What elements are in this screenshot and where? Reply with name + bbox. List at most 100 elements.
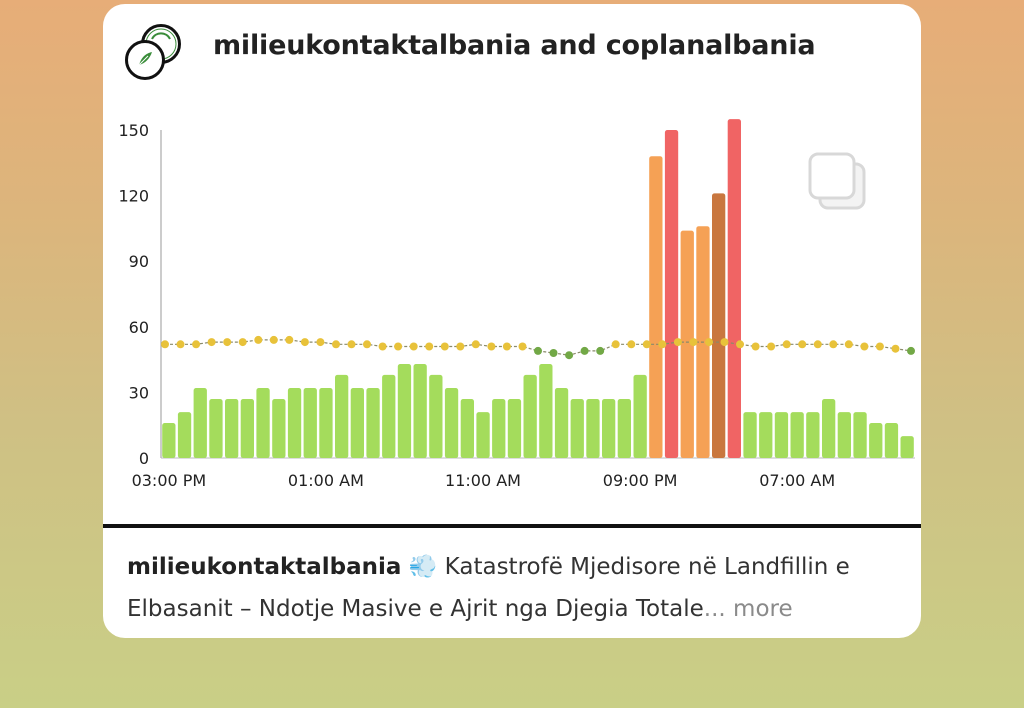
bar-46[interactable] [884, 423, 899, 458]
trend-point-19[interactable] [456, 342, 465, 351]
trend-point-16[interactable] [409, 342, 418, 351]
trend-point-2[interactable] [192, 340, 201, 349]
multiple-images-icon[interactable] [806, 150, 870, 214]
bar-13[interactable] [366, 388, 380, 458]
trend-point-24[interactable] [534, 346, 542, 355]
trend-point-43[interactable] [829, 340, 838, 349]
bar-40[interactable] [790, 412, 804, 458]
bar-4[interactable] [225, 399, 239, 458]
trend-point-44[interactable] [844, 340, 853, 349]
trend-point-47[interactable] [891, 344, 900, 353]
bar-0[interactable] [162, 423, 176, 458]
bar-14[interactable] [382, 374, 396, 458]
bar-3[interactable] [209, 399, 223, 458]
bar-43[interactable] [837, 412, 851, 458]
trend-point-35[interactable] [705, 338, 713, 347]
more-link[interactable]: more [725, 596, 793, 622]
trend-point-10[interactable] [316, 338, 325, 347]
trend-point-28[interactable] [596, 346, 605, 355]
bar-8[interactable] [287, 388, 302, 458]
post-author-title[interactable]: milieukontaktalbania and coplanalbania [213, 30, 816, 61]
trend-point-29[interactable] [611, 340, 620, 349]
trend-point-8[interactable] [285, 335, 294, 344]
bar-29[interactable] [617, 399, 631, 458]
bar-12[interactable] [350, 388, 364, 458]
bar-27[interactable] [586, 399, 600, 458]
trend-point-30[interactable] [627, 340, 636, 349]
trend-point-31[interactable] [642, 340, 651, 349]
bar-24[interactable] [539, 364, 553, 458]
bar-23[interactable] [523, 374, 537, 458]
trend-point-32[interactable] [658, 340, 667, 349]
bar-32[interactable] [664, 130, 679, 458]
bar-47[interactable] [900, 436, 914, 458]
trend-point-48[interactable] [907, 346, 915, 355]
caption-username[interactable]: milieukontaktalbania [127, 554, 402, 580]
trend-point-12[interactable] [347, 340, 356, 349]
trend-point-13[interactable] [363, 340, 371, 349]
trend-point-36[interactable] [720, 338, 729, 347]
bar-9[interactable] [303, 388, 317, 458]
bar-15[interactable] [397, 364, 412, 458]
trend-point-40[interactable] [782, 340, 791, 349]
trend-point-27[interactable] [580, 346, 589, 355]
trend-point-1[interactable] [176, 340, 185, 349]
trend-point-4[interactable] [223, 338, 232, 347]
trend-point-42[interactable] [813, 340, 822, 349]
bar-33[interactable] [680, 230, 694, 458]
bar-6[interactable] [256, 388, 270, 458]
bar-36[interactable] [727, 119, 741, 458]
bar-45[interactable] [869, 423, 883, 458]
bar-19[interactable] [460, 399, 474, 458]
bar-18[interactable] [444, 388, 459, 458]
trend-point-17[interactable] [425, 342, 434, 351]
bar-21[interactable] [492, 399, 506, 458]
bar-17[interactable] [429, 374, 443, 458]
trend-point-45[interactable] [860, 342, 869, 351]
bar-22[interactable] [507, 399, 522, 458]
bar-1[interactable] [177, 412, 192, 458]
bar-31[interactable] [649, 156, 663, 458]
bar-5[interactable] [240, 399, 254, 458]
trend-point-22[interactable] [502, 342, 511, 351]
bar-44[interactable] [853, 412, 867, 458]
bar-20[interactable] [476, 412, 490, 458]
trend-point-0[interactable] [161, 340, 169, 349]
bar-39[interactable] [774, 412, 789, 458]
trend-point-37[interactable] [736, 340, 744, 349]
trend-point-39[interactable] [767, 342, 776, 351]
bar-35[interactable] [712, 193, 726, 458]
trend-point-38[interactable] [751, 342, 760, 351]
trend-point-5[interactable] [238, 338, 247, 347]
bar-42[interactable] [822, 399, 836, 458]
trend-point-15[interactable] [394, 342, 403, 351]
bar-26[interactable] [570, 399, 584, 458]
trend-point-25[interactable] [549, 349, 558, 357]
trend-point-33[interactable] [673, 338, 682, 347]
bar-30[interactable] [633, 374, 647, 458]
avatar-group[interactable] [123, 22, 185, 84]
trend-point-18[interactable] [440, 342, 449, 351]
bar-2[interactable] [193, 388, 207, 458]
bar-11[interactable] [335, 374, 349, 458]
trend-point-20[interactable] [471, 340, 480, 349]
trend-point-46[interactable] [875, 342, 884, 351]
trend-point-11[interactable] [332, 340, 340, 349]
trend-point-23[interactable] [518, 342, 527, 351]
avatar-milieukontaktalbania[interactable] [125, 40, 165, 80]
trend-point-26[interactable] [565, 351, 574, 360]
bar-37[interactable] [743, 412, 757, 458]
trend-point-6[interactable] [254, 335, 263, 344]
trend-point-3[interactable] [207, 338, 216, 347]
bar-7[interactable] [272, 399, 286, 458]
bar-10[interactable] [319, 388, 333, 458]
bar-16[interactable] [413, 364, 427, 458]
bar-25[interactable] [554, 388, 569, 458]
trend-point-34[interactable] [689, 338, 698, 347]
bar-28[interactable] [602, 399, 616, 458]
trend-point-7[interactable] [269, 335, 278, 344]
trend-point-21[interactable] [487, 342, 496, 351]
trend-point-41[interactable] [798, 340, 807, 349]
bar-41[interactable] [806, 412, 820, 458]
trend-point-14[interactable] [378, 342, 387, 351]
